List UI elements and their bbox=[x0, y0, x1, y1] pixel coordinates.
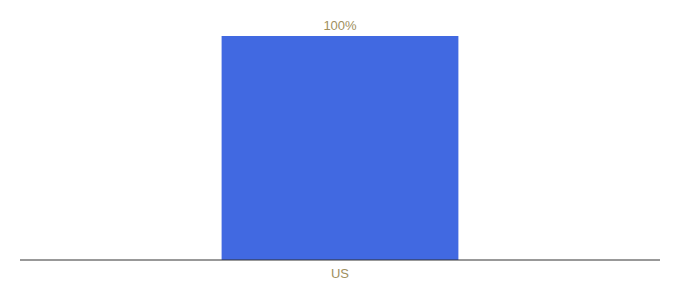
chart-container: US 100% bbox=[0, 0, 680, 300]
x-axis bbox=[20, 260, 660, 261]
x-tick-label: US bbox=[331, 266, 349, 281]
bars bbox=[222, 36, 459, 260]
bar bbox=[222, 36, 459, 260]
chart: US 100% bbox=[0, 0, 680, 300]
data-label: 100% bbox=[323, 18, 357, 33]
